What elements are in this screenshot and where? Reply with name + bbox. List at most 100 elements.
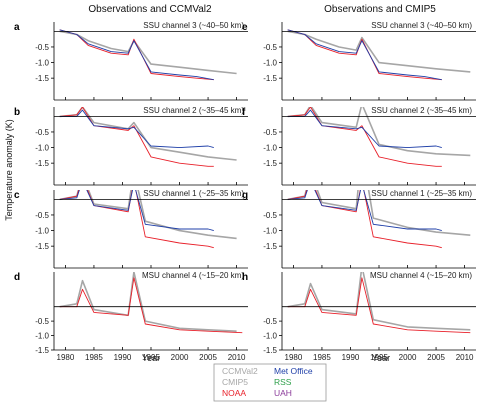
y-tick-label: -1.0 (263, 227, 277, 236)
y-tick-label: -0.5 (263, 317, 277, 326)
y-tick-label: -1.5 (35, 159, 49, 168)
series-group (59, 29, 237, 81)
y-tick-label: -1.0 (35, 227, 49, 236)
series-cmip5 (287, 107, 471, 157)
panel-title: SSU channel 3 (~40–50 km) (371, 21, 472, 30)
x-tick-label: 1980 (57, 353, 75, 362)
y-tick-label: -1.0 (35, 59, 49, 68)
panel-letter: g (242, 190, 248, 201)
y-tick-label: -0.5 (35, 43, 49, 52)
panel-c: c SSU channel 1 (~25–35 km) -0.5 -1.0 -1.5 (14, 189, 248, 269)
series-noaa (59, 277, 243, 334)
series-noaa (59, 107, 214, 167)
legend-entry: CMIP5 (222, 377, 248, 387)
y-tick-label: -1.5 (35, 346, 49, 355)
y-tick-label: -1.5 (35, 242, 49, 251)
series-noaa (287, 277, 471, 334)
panel-h: h MSU channel 4 (~15–20 km) -0.5 -1.0 -1.5 19… (242, 271, 476, 362)
legend-entry: UAH (274, 388, 292, 398)
panel-title: SSU channel 2 (~35–45 km) (143, 106, 244, 115)
panel-letter: h (242, 272, 248, 283)
panel-title: SSU channel 1 (~25–35 km) (371, 189, 472, 198)
series-met-office (287, 190, 442, 232)
series-met-office (287, 109, 442, 149)
x-tick-label: 2000 (399, 353, 417, 362)
legend-entry: Met Office (274, 366, 313, 376)
x-tick-label: 1980 (285, 353, 303, 362)
y-tick-label: -1.0 (263, 332, 277, 341)
y-tick-label: -1.5 (35, 74, 49, 83)
panel-title: MSU channel 4 (~15–20 km) (142, 271, 244, 280)
panel-title: MSU channel 4 (~15–20 km) (370, 271, 472, 280)
x-tick-label: 2010 (456, 353, 474, 362)
series-group (287, 272, 471, 334)
y-tick-label: -1.5 (263, 159, 277, 168)
legend-box (213, 363, 327, 402)
x-tick-label: 1995 (142, 353, 160, 362)
series-met-office (59, 29, 214, 81)
y-tick-label: -0.5 (35, 317, 49, 326)
series-group (287, 29, 471, 81)
x-axis-title-right: Year (372, 353, 390, 363)
panel-e: e SSU channel 3 (~40–50 km) -0.5 -1.0 -1.5 (242, 21, 476, 101)
series-group (59, 190, 237, 249)
series-group (59, 272, 243, 334)
series-met-office (59, 190, 214, 232)
column-title-left: Observations and CCMVal2 (88, 4, 212, 15)
y-tick-label: -0.5 (35, 211, 49, 220)
series-cmip5 (287, 30, 471, 73)
legend-entry: CCMVal2 (222, 366, 258, 376)
x-tick-label: 1995 (370, 353, 388, 362)
series-ccmval2 (59, 190, 237, 240)
x-tick-label: 2005 (199, 353, 217, 362)
y-tick-label: -1.0 (263, 144, 277, 153)
x-tick-label: 2005 (427, 353, 445, 362)
series-cmip5 (287, 190, 471, 236)
y-tick-label: -0.5 (263, 211, 277, 220)
y-tick-label: -1.0 (35, 332, 49, 341)
column-title-right: Observations and CMIP5 (324, 4, 436, 15)
panel-title: SSU channel 1 (~25–35 km) (143, 189, 244, 198)
legend-entry: NOAA (222, 388, 246, 398)
panel-title: SSU channel 2 (~35–45 km) (371, 106, 472, 115)
series-noaa (287, 107, 442, 167)
series-cmip5 (287, 272, 471, 331)
y-tick-label: -0.5 (35, 128, 49, 137)
panel-title: SSU channel 3 (~40–50 km) (143, 21, 244, 30)
panel-a: a SSU channel 3 (~40–50 km) -0.5 -1.0 -1.5 (14, 21, 248, 101)
series-ccmval2 (59, 272, 237, 332)
y-tick-label: -1.5 (263, 74, 277, 83)
panel-letter: d (14, 272, 20, 283)
x-tick-label: 1990 (114, 353, 132, 362)
y-tick-label: -0.5 (263, 128, 277, 137)
x-tick-label: 1990 (342, 353, 360, 362)
x-tick-label: 2010 (228, 353, 246, 362)
series-group (59, 107, 237, 167)
series-met-office (287, 29, 442, 81)
x-tick-label: 1985 (313, 353, 331, 362)
panel-g: g SSU channel 1 (~25–35 km) -0.5 -1.0 -1.5 (242, 189, 476, 269)
panel-letter: b (14, 107, 20, 118)
y-tick-label: -1.0 (35, 144, 49, 153)
y-tick-label: -1.5 (263, 242, 277, 251)
x-tick-label: 2000 (171, 353, 189, 362)
x-tick-label: 1985 (85, 353, 103, 362)
series-group (287, 190, 471, 249)
series-group (287, 107, 471, 167)
y-tick-label: -1.0 (263, 59, 277, 68)
panel-letter: a (14, 22, 20, 33)
panel-b: b SSU channel 2 (~35–45 km) -0.5 -1.0 -1.5 (14, 106, 248, 186)
legend-entry: RSS (274, 377, 292, 387)
panel-f: f SSU channel 2 (~35–45 km) -0.5 -1.0 -1.5 (242, 106, 476, 186)
y-axis-title: Temperature anomaly (K) (4, 119, 14, 221)
y-tick-label: -0.5 (263, 43, 277, 52)
panel-d: d MSU channel 4 (~15–20 km) -0.5 -1.0 -1.5 19… (14, 271, 248, 362)
panel-letter: c (14, 190, 20, 201)
series-met-office (59, 109, 214, 149)
y-tick-label: -1.5 (263, 346, 277, 355)
x-axis-title-left: Year (142, 353, 160, 363)
panel-letter: e (242, 22, 248, 33)
